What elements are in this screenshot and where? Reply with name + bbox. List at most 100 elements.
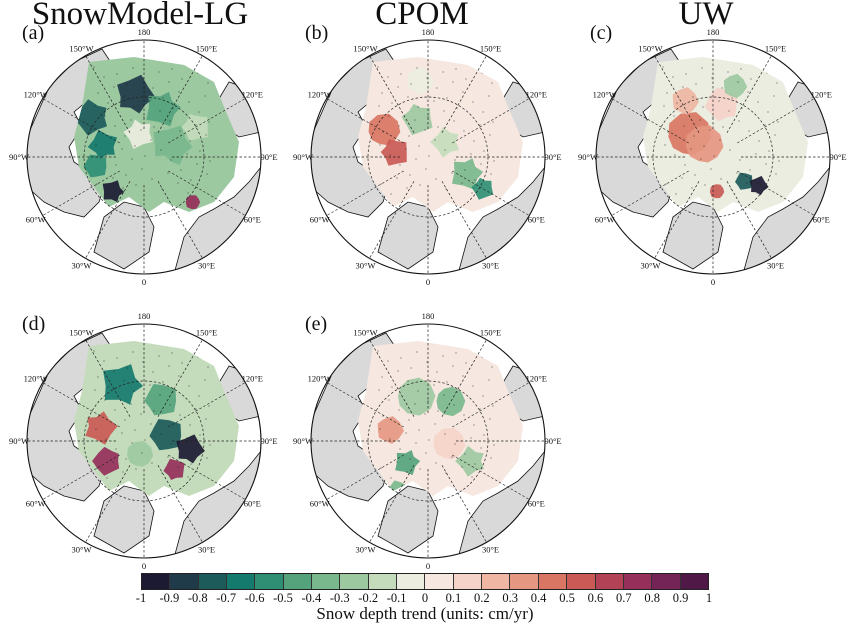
trend-patch bbox=[102, 180, 125, 202]
longitude-label: 120°W bbox=[24, 90, 48, 100]
significance-dot bbox=[96, 183, 98, 185]
significance-dot bbox=[433, 100, 435, 102]
significance-dot bbox=[114, 409, 116, 411]
significance-dot bbox=[483, 434, 485, 436]
significance-dot bbox=[158, 71, 160, 73]
meridian-line bbox=[369, 55, 415, 133]
trend-patch bbox=[145, 155, 175, 184]
significance-dot bbox=[168, 81, 170, 83]
trend-patch bbox=[735, 172, 753, 190]
significance-dot bbox=[113, 86, 115, 88]
significance-dot bbox=[168, 365, 170, 367]
significance-dot bbox=[417, 390, 419, 392]
significance-dot bbox=[397, 370, 399, 372]
significance-dot bbox=[765, 163, 767, 165]
polar-map-c: 180 150°E 120°E 90°E 60°E 30°E 0 30°W 60°W 90°W 12… bbox=[578, 27, 847, 287]
significance-dot bbox=[675, 193, 677, 195]
significance-dot bbox=[463, 130, 465, 132]
meridian-line bbox=[452, 382, 530, 428]
significance-dot bbox=[729, 149, 731, 151]
significance-dot bbox=[400, 357, 402, 359]
significance-dot bbox=[695, 83, 697, 85]
significance-dot bbox=[738, 120, 740, 122]
significance-dot bbox=[380, 183, 382, 185]
significance-dot bbox=[204, 95, 206, 97]
significance-dot bbox=[134, 429, 136, 431]
longitude-label: 90°E bbox=[544, 436, 561, 446]
significance-dot bbox=[170, 443, 172, 445]
significance-dot bbox=[140, 129, 142, 131]
significance-dot bbox=[446, 97, 448, 99]
meridian-line bbox=[654, 181, 700, 259]
significance-dot bbox=[473, 424, 475, 426]
colorbar-tick-label: -0.1 bbox=[386, 591, 407, 605]
significance-dot bbox=[98, 415, 100, 417]
significance-dot bbox=[672, 76, 674, 78]
longitude-label: 120°E bbox=[526, 90, 547, 100]
colorbar-tick-label: -0.5 bbox=[273, 591, 293, 605]
trend-patch bbox=[398, 377, 436, 416]
land-mass bbox=[377, 485, 439, 554]
significance-dot bbox=[480, 163, 482, 165]
longitude-label: 150°E bbox=[196, 44, 217, 54]
significance-dot bbox=[410, 83, 412, 85]
significance-dot bbox=[115, 448, 117, 450]
meridian-line bbox=[157, 339, 203, 417]
significance-dot bbox=[424, 413, 426, 415]
significance-dot bbox=[436, 87, 438, 89]
significance-dot bbox=[377, 350, 379, 352]
colorbar-tick-label: -0.3 bbox=[329, 591, 350, 605]
significance-dot bbox=[720, 178, 722, 180]
significance-dot bbox=[407, 96, 409, 98]
significance-dot bbox=[692, 96, 694, 98]
longitude-label: 90°E bbox=[829, 152, 846, 162]
significance-dot bbox=[470, 437, 472, 439]
colorbar-tick-label: 0.9 bbox=[672, 591, 689, 605]
significance-dot bbox=[205, 418, 207, 420]
trend-patch bbox=[85, 411, 118, 445]
meridian-line bbox=[85, 181, 131, 259]
significance-dot bbox=[398, 409, 400, 411]
colorbar-swatch bbox=[680, 574, 708, 589]
significance-dot bbox=[455, 352, 457, 354]
colorbar-swatch bbox=[595, 574, 624, 589]
longitude-label: 60°W bbox=[26, 499, 46, 509]
significance-dot bbox=[94, 105, 96, 107]
longitude-label: 150°W bbox=[353, 328, 377, 338]
map-panel-a: 180 150°E 120°E 90°E 60°E 30°E 0 30°W 60°W 90°W 12… bbox=[9, 27, 278, 287]
significance-dot bbox=[701, 67, 703, 69]
significance-dot bbox=[95, 144, 97, 146]
longitude-label: 180 bbox=[707, 27, 720, 37]
significance-dot bbox=[208, 405, 210, 407]
significance-dot bbox=[187, 476, 189, 478]
meridian-line bbox=[157, 181, 203, 259]
significance-dot bbox=[167, 456, 169, 458]
map-panel-c: 180 150°E 120°E 90°E 60°E 30°E 0 30°W 60°W 90°W 12… bbox=[578, 27, 847, 287]
significance-dot bbox=[435, 178, 437, 180]
significance-dot bbox=[186, 437, 188, 439]
significance-dot bbox=[130, 403, 132, 405]
significance-dot bbox=[125, 458, 127, 460]
significance-dot bbox=[694, 174, 696, 176]
significance-dot bbox=[132, 351, 134, 353]
meridian-line bbox=[369, 339, 415, 417]
significance-dot bbox=[471, 476, 473, 478]
column-title-snowmodel-lg: SnowModel-LG bbox=[31, 0, 249, 32]
longitude-label: 60°E bbox=[528, 499, 545, 509]
significance-dot bbox=[759, 179, 761, 181]
significance-dot bbox=[434, 423, 436, 425]
significance-dot bbox=[472, 385, 474, 387]
significance-dot bbox=[381, 92, 383, 94]
polar-map-e: 180 150°E 120°E 90°E 60°E 30°E 0 30°W 60°W 90°W 12… bbox=[293, 311, 562, 571]
significance-dot bbox=[482, 111, 484, 113]
longitude-label: 30°E bbox=[482, 260, 499, 270]
significance-dot bbox=[703, 145, 705, 147]
significance-dot bbox=[718, 100, 720, 102]
significance-dot bbox=[387, 360, 389, 362]
longitude-label: 90°E bbox=[260, 152, 277, 162]
colorbar-swatch bbox=[510, 574, 539, 589]
significance-dot bbox=[437, 126, 439, 128]
significance-dot bbox=[390, 193, 392, 195]
significance-dot bbox=[443, 394, 445, 396]
longitude-label: 150°E bbox=[480, 44, 501, 54]
